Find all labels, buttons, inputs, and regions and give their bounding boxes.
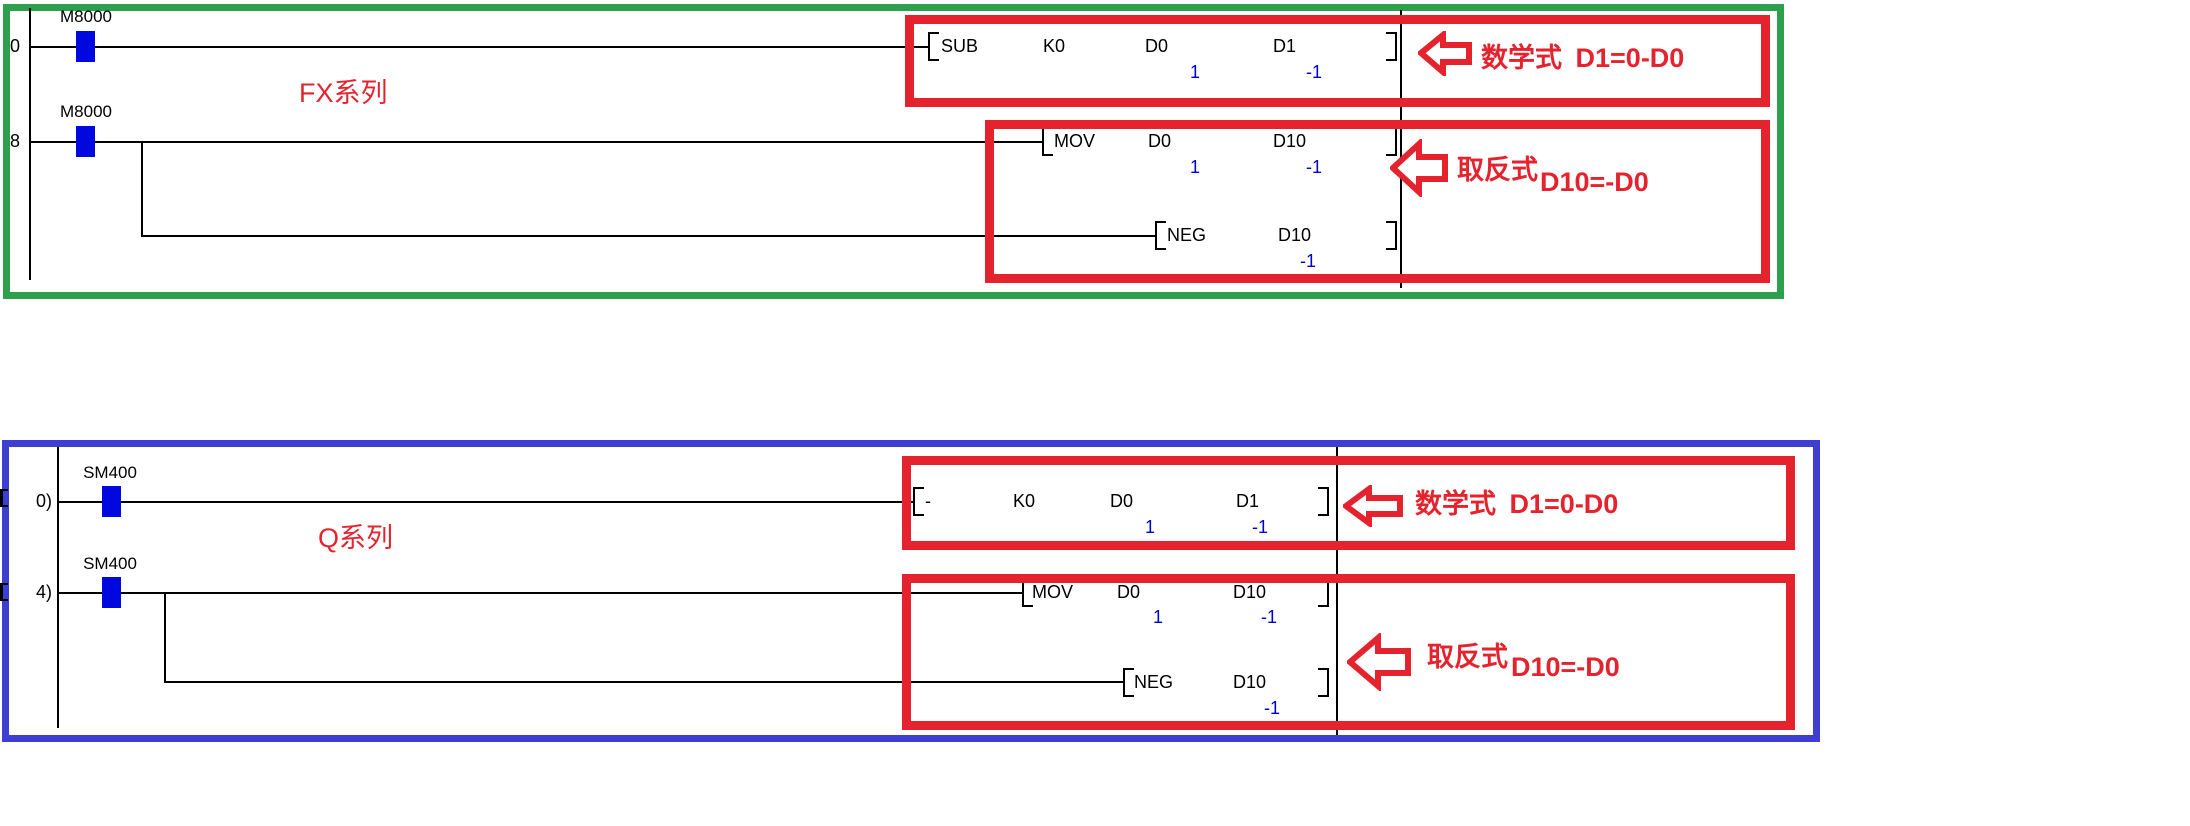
q-rung4-left-edge-mark xyxy=(0,583,8,601)
q-rung4-step-number: 4) xyxy=(35,582,52,602)
q-sub-opcode: - xyxy=(925,491,931,511)
fx-mov-operand-2: D10 xyxy=(1273,131,1307,151)
fx-sub-d1-monitor-value: -1 xyxy=(1305,62,1322,82)
fx-neg-annotation-expr: D10=-D0 xyxy=(1540,167,1649,197)
fx-rung8-contact-label: M8000 xyxy=(60,102,112,121)
q-mov-opcode: MOV xyxy=(1032,582,1074,602)
fx-neg-annotation-box xyxy=(985,120,1770,283)
fx-sub-operand-3: D1 xyxy=(1273,36,1297,56)
q-rung0-line xyxy=(59,501,913,503)
fx-math-callout-arrow-icon xyxy=(1418,31,1472,76)
q-math-annotation-cn: 数学式 xyxy=(1415,489,1496,519)
q-rung4-contact-label: SM400 xyxy=(83,554,137,573)
fx-sub-open-bracket-icon xyxy=(928,32,939,61)
fx-neg-callout-arrow-icon xyxy=(1390,139,1448,197)
fx-neg-operand-1: D10 xyxy=(1278,225,1312,245)
fx-rung8-contact-bar xyxy=(76,126,95,157)
fx-neg-annotation-cn: 取反式 xyxy=(1457,155,1538,185)
fx-rung8-step-number: 8 xyxy=(9,131,20,151)
fx-rung0-step-number: 0 xyxy=(9,36,20,56)
fx-mov-d10-monitor-value: -1 xyxy=(1305,157,1322,177)
fx-neg-open-bracket-icon xyxy=(1155,221,1166,250)
fx-section-frame xyxy=(3,4,1784,299)
q-neg-callout-arrow-icon xyxy=(1347,633,1411,691)
q-sub-operand-2: D0 xyxy=(1110,491,1134,511)
fx-sub-opcode: SUB xyxy=(941,36,979,56)
q-section-frame xyxy=(2,440,1820,742)
q-mov-d0-monitor-value: 1 xyxy=(1152,607,1163,627)
q-rung0-step-number: 0) xyxy=(35,491,52,511)
fx-neg-opcode: NEG xyxy=(1167,225,1207,245)
q-series-label: Q系列 xyxy=(318,523,394,553)
q-sub-operand-3: D1 xyxy=(1236,491,1260,511)
q-sub-d1-monitor-value: -1 xyxy=(1251,517,1268,537)
fx-mov-operand-1: D0 xyxy=(1148,131,1172,151)
fx-branch-vertical-line xyxy=(141,141,143,236)
q-sub-d0-monitor-value: 1 xyxy=(1144,517,1155,537)
fx-neg-close-bracket-icon xyxy=(1386,221,1397,250)
fx-neg-d10-monitor-value: -1 xyxy=(1299,251,1316,271)
q-rung0-contact-bar xyxy=(102,486,121,517)
q-rung4-contact-bar xyxy=(102,577,121,608)
fx-mov-opcode: MOV xyxy=(1054,131,1096,151)
q-mov-operand-1: D0 xyxy=(1117,582,1141,602)
fx-sub-d0-monitor-value: 1 xyxy=(1189,62,1200,82)
fx-math-annotation-text: 数学式 D1=0-D0 xyxy=(1481,43,1685,74)
q-math-callout-arrow-icon xyxy=(1343,485,1403,527)
fx-rung0-contact-label: M8000 xyxy=(60,7,112,26)
q-math-annotation-text: 数学式 D1=0-D0 xyxy=(1415,489,1619,520)
fx-left-power-rail xyxy=(29,8,31,280)
q-branch-line xyxy=(164,681,1123,683)
fx-branch-line xyxy=(141,235,1155,237)
q-rung0-contact-label: SM400 xyxy=(83,463,137,482)
q-neg-opcode: NEG xyxy=(1134,672,1174,692)
q-neg-operand-1: D10 xyxy=(1233,672,1267,692)
q-sub-close-bracket-icon xyxy=(1318,487,1329,516)
q-neg-close-bracket-icon xyxy=(1318,668,1329,697)
q-right-power-rail xyxy=(1336,447,1338,735)
fx-rung8-line xyxy=(31,141,1042,143)
fx-math-annotation-expr: D1=0-D0 xyxy=(1575,43,1685,73)
q-neg-annotation-cn: 取反式 xyxy=(1427,642,1508,672)
fx-sub-operand-1: K0 xyxy=(1043,36,1066,56)
fx-sub-close-bracket-icon xyxy=(1386,32,1397,61)
q-neg-annotation-expr: D10=-D0 xyxy=(1511,652,1620,682)
q-sub-open-bracket-icon xyxy=(913,487,924,516)
fx-rung0-line xyxy=(31,46,928,48)
fx-series-label: FX系列 xyxy=(299,78,388,108)
q-neg-open-bracket-icon xyxy=(1123,668,1134,697)
q-rung0-left-edge-mark xyxy=(0,489,8,507)
q-neg-annotation-box xyxy=(902,574,1795,730)
q-mov-d10-monitor-value: -1 xyxy=(1260,607,1277,627)
q-rung4-line xyxy=(59,592,1022,594)
fx-math-annotation-cn: 数学式 xyxy=(1481,43,1562,73)
q-left-power-rail xyxy=(57,447,59,728)
fx-right-power-rail xyxy=(1400,10,1402,288)
fx-math-annotation-box xyxy=(905,15,1770,107)
q-sub-operand-1: K0 xyxy=(1013,491,1036,511)
q-neg-d10-monitor-value: -1 xyxy=(1263,698,1280,718)
fx-mov-d0-monitor-value: 1 xyxy=(1189,157,1200,177)
q-math-annotation-box xyxy=(902,456,1795,550)
fx-rung0-contact-bar xyxy=(76,31,95,62)
q-mov-operand-2: D10 xyxy=(1233,582,1267,602)
q-math-annotation-expr: D1=0-D0 xyxy=(1509,489,1619,519)
fx-sub-operand-2: D0 xyxy=(1145,36,1169,56)
q-branch-vertical-line xyxy=(164,592,166,683)
